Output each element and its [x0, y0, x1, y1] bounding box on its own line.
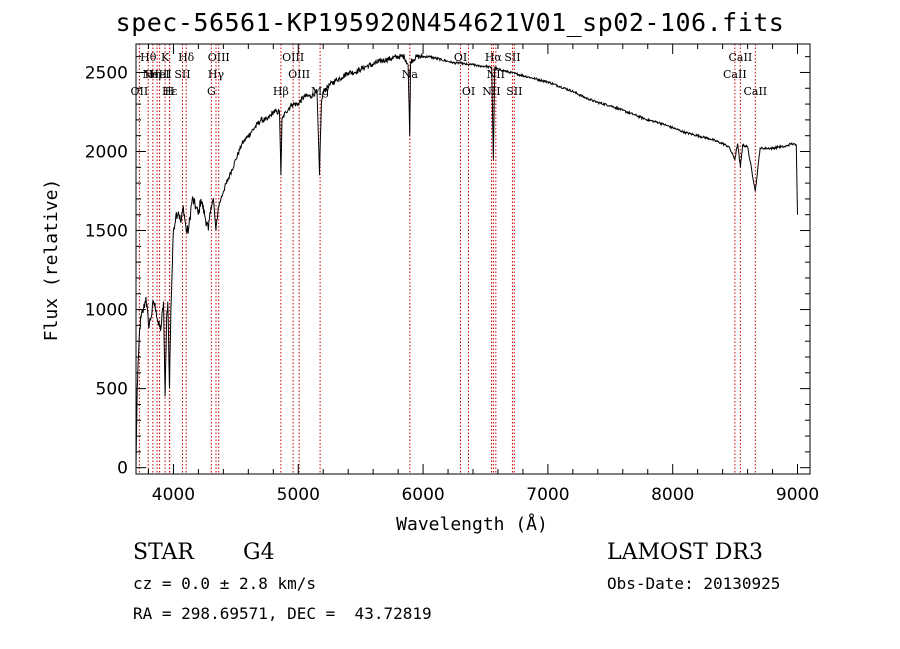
line-label-19: OI: [462, 85, 475, 98]
line-label-2: Hη: [145, 68, 161, 81]
line-label-4: HeI: [149, 68, 169, 81]
line-label-5: K: [161, 51, 170, 64]
x-axis: 4000 5000 6000 7000 8000 9000: [147, 44, 819, 505]
y-tick-label-4: 2000: [85, 143, 128, 163]
y-tick-label-3: 1500: [85, 222, 128, 242]
line-label-1: Hθ: [140, 51, 157, 64]
line-label-21: Hα: [485, 51, 503, 64]
x-tick-label-3: 7000: [526, 485, 569, 505]
y-tick-label-0: 0: [117, 459, 128, 479]
y-tick-label-1: 500: [96, 380, 128, 400]
chart-title: spec-56561-KP195920N454621V01_sp02-106.f…: [115, 8, 785, 37]
line-label-22: NII: [487, 68, 505, 81]
y-axis: 0 500 1000 1500 2000 2500: [85, 56, 810, 479]
observation-date: Obs-Date: 20130925: [607, 574, 781, 593]
x-tick-label-4: 8000: [651, 485, 694, 505]
line-label-0: OII: [131, 85, 149, 98]
redshift-info: cz = 0.0 ± 2.8 km/s: [133, 574, 317, 593]
line-label-14: OIII: [282, 51, 304, 64]
object-subclass: G4: [243, 540, 275, 565]
line-label-15: OIII: [288, 68, 310, 81]
line-label-26: CaII: [729, 51, 753, 64]
plot-frame: [135, 43, 811, 475]
line-label-3: NeIII: [143, 68, 172, 81]
x-tick-label-2: 6000: [401, 485, 444, 505]
line-label-9: Hδ: [178, 51, 195, 64]
line-markers: [138, 44, 756, 474]
line-label-12: OIII: [208, 51, 230, 64]
x-tick-label-1: 5000: [277, 485, 320, 505]
x-tick-label-5: 9000: [776, 485, 819, 505]
line-label-25: CaII: [723, 68, 747, 81]
ra-dec-coordinates: RA = 298.69571, DEC = 43.72819: [133, 604, 432, 623]
y-tick-label-2: 1000: [85, 301, 128, 321]
spectrum-line: [135, 53, 798, 468]
line-label-24: SII: [506, 85, 522, 98]
line-label-20: NII: [482, 85, 500, 98]
line-label-8: SII: [174, 68, 190, 81]
line-label-13: Hβ: [273, 85, 289, 98]
x-tick-label-0: 4000: [152, 485, 195, 505]
x-axis-label: Wavelength (Å): [396, 513, 548, 535]
line-label-11: Hγ: [208, 68, 225, 81]
line-label-10: G: [207, 85, 216, 98]
line-label-7: Hε: [162, 85, 178, 98]
line-label-18: OI: [454, 51, 467, 64]
line-label-23: SII: [504, 51, 520, 64]
y-tick-label-5: 2500: [85, 63, 128, 83]
survey-name: LAMOST DR3: [607, 540, 763, 565]
line-label-6: H: [165, 85, 175, 98]
spectrum-series: [135, 53, 798, 468]
object-type: STAR: [133, 540, 194, 565]
line-label-27: CaII: [743, 85, 767, 98]
y-axis-label: Flux (relative): [41, 179, 62, 342]
